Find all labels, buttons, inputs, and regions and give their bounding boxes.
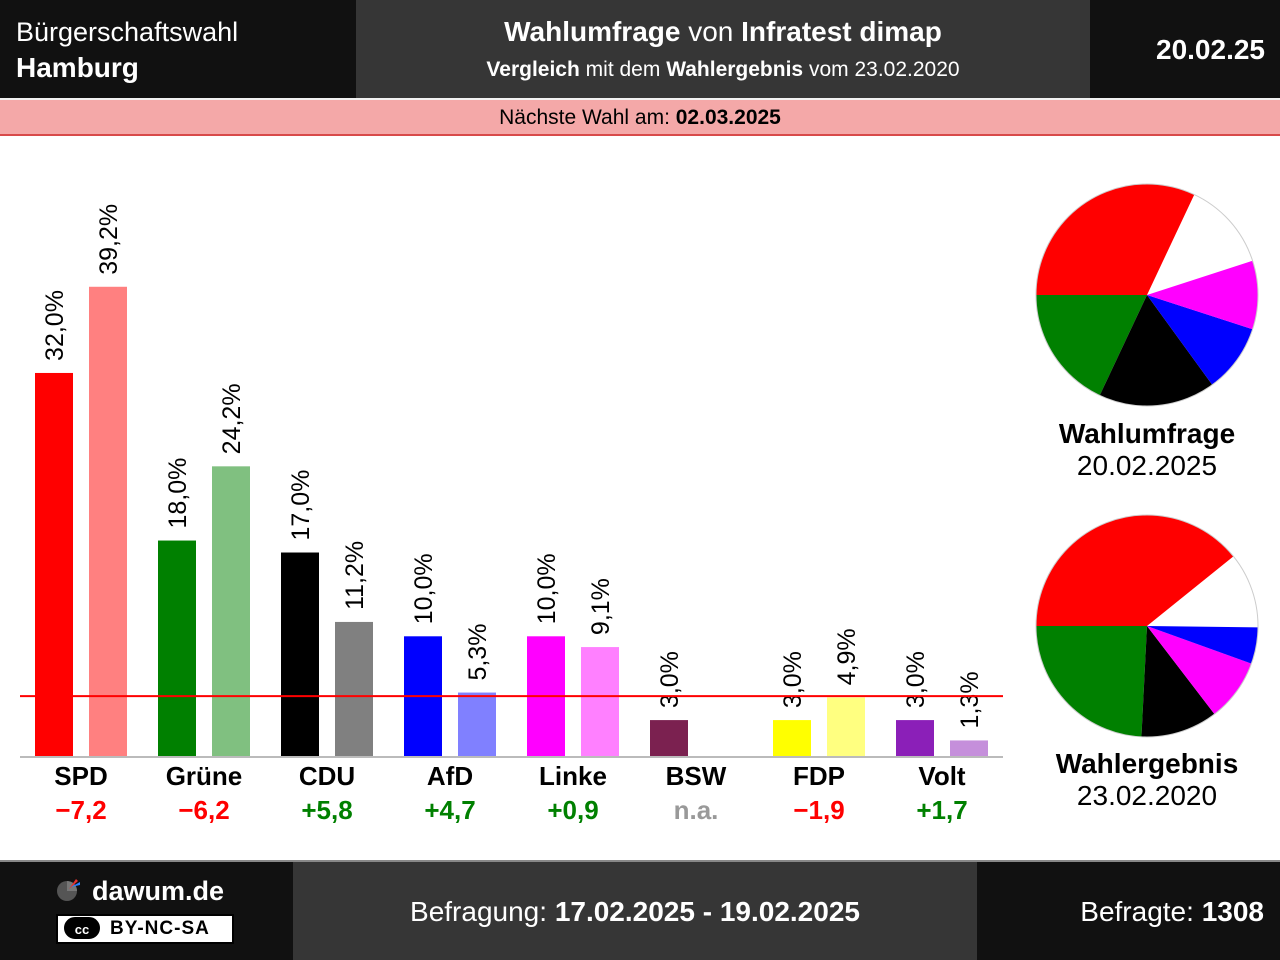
category-label: CDU <box>299 761 355 791</box>
difference-label: +0,9 <box>547 795 598 825</box>
poll-title: Wahlumfrage von Infratest dimap <box>356 16 1090 48</box>
header-right: 20.02.25 <box>1090 0 1280 98</box>
bar-bsw-0 <box>650 720 688 756</box>
pie-result-slice-linke <box>1147 626 1252 715</box>
bar-value-label: 18,0% <box>164 458 192 529</box>
bar-grüne-0 <box>158 540 196 756</box>
bar-value-label: 3,0% <box>902 651 930 708</box>
dawum-logo-icon <box>57 879 80 901</box>
header-middle: Wahlumfrage von Infratest dimap Vergleic… <box>356 0 1090 98</box>
survey-period: Befragung: 17.02.2025 - 19.02.2025 <box>293 896 977 928</box>
respondents: Befragte: 1308 <box>1080 896 1264 928</box>
pie-poll-title: Wahlumfrage <box>1058 418 1236 449</box>
bar-value-label: 32,0% <box>41 290 69 361</box>
respondents-count: 1308 <box>1201 896 1264 927</box>
pie-poll-date: 20.02.2025 <box>1076 450 1218 481</box>
brand-name[interactable]: dawum.de <box>92 876 225 906</box>
pie-poll-slice-linke <box>1147 260 1259 330</box>
category-label: AfD <box>427 761 473 791</box>
difference-label: +5,8 <box>301 795 352 825</box>
difference-label: −7,2 <box>55 795 106 825</box>
header-left: Bürgerschaftswahl Hamburg <box>0 0 356 98</box>
bar-cdu-1 <box>335 621 373 756</box>
pie-result-slice-spd <box>1036 515 1234 626</box>
license-text: BY-NC-SA <box>110 918 210 939</box>
footer-right: Befragte: 1308 <box>977 860 1280 960</box>
difference-label: +4,7 <box>424 795 475 825</box>
bar-value-label: 11,2% <box>341 541 369 610</box>
bar-value-label: 3,0% <box>779 651 807 708</box>
pie-poll-slice-cdu <box>1099 295 1213 406</box>
bar-volt-1 <box>950 740 988 756</box>
respondents-label: Befragte: <box>1080 896 1194 927</box>
difference-label: n.a. <box>674 795 719 825</box>
bar-cdu-0 <box>281 552 319 756</box>
pie-group <box>1035 183 1259 738</box>
compare-mid: mit dem <box>585 58 661 81</box>
survey-label: Befragung: <box>410 896 548 927</box>
bar-volt-0 <box>896 720 934 756</box>
bar-value-label: 10,0% <box>533 553 561 624</box>
bar-grüne-1 <box>212 466 250 756</box>
bar-value-label: 3,0% <box>656 651 684 708</box>
category-label: FDP <box>793 761 845 791</box>
election-title: Bürgerschaftswahl <box>16 17 239 47</box>
von-word: von <box>688 16 734 47</box>
pie-poll-slice-afd <box>1147 295 1253 385</box>
next-election-date: 02.03.2025 <box>675 106 781 129</box>
pie-result-slice-cdu <box>1141 626 1215 737</box>
pie-poll-caption: Wahlumfrage 20.02.2025 <box>1040 418 1254 482</box>
pie-result-title: Wahlergebnis <box>1055 748 1239 779</box>
compare-word: Vergleich <box>486 58 580 81</box>
poll-date: 20.02.25 <box>1156 34 1265 65</box>
bar-value-label: 1,3% <box>956 671 984 728</box>
bar-linke-1 <box>581 647 619 756</box>
difference-label: −6,2 <box>178 795 229 825</box>
footer-left: dawum.de cc BY-NC-SA <box>0 860 293 960</box>
difference-label: −1,9 <box>793 795 844 825</box>
bar-spd-1 <box>89 286 127 756</box>
pie-poll-slice-spd <box>1036 184 1195 295</box>
region-title: Hamburg <box>16 52 139 83</box>
bar-value-label: 39,2% <box>95 204 123 275</box>
cc-icon: cc <box>64 917 100 939</box>
next-election-bar: Nächste Wahl am: 02.03.2025 <box>0 98 1280 136</box>
bar-group: 32,0% 39,2% SPD −7,2 18,0% 24,2% Grüne −6,2 17,0… <box>20 204 1003 825</box>
pie-result-date: 23.02.2020 <box>1076 780 1218 811</box>
license-badge[interactable]: cc BY-NC-SA <box>56 914 234 944</box>
pie-result-slice-afd <box>1147 626 1258 664</box>
bar-value-label: 9,1% <box>587 578 615 635</box>
category-label: Linke <box>539 761 607 791</box>
bar-value-label: 10,0% <box>410 553 438 624</box>
bar-spd-0 <box>35 372 73 756</box>
category-label: Volt <box>918 761 966 791</box>
next-election-label: Nächste Wahl am: <box>499 106 670 129</box>
difference-label: +1,7 <box>916 795 967 825</box>
footer-middle: Befragung: 17.02.2025 - 19.02.2025 <box>293 860 977 960</box>
comparison-subtitle: Vergleich mit dem Wahlergebnis vom 23.02… <box>356 58 1090 82</box>
pie-result-outline <box>1035 514 1259 738</box>
survey-range: 17.02.2025 - 19.02.2025 <box>554 896 860 927</box>
pie-poll-outline <box>1035 183 1259 407</box>
institute-name: Infratest dimap <box>741 16 942 47</box>
bar-fdp-1 <box>827 697 865 756</box>
category-label: Grüne <box>166 761 243 791</box>
pie-result-slice-grüne <box>1036 626 1147 737</box>
category-label: SPD <box>54 761 107 791</box>
bar-value-label: 4,9% <box>833 628 861 685</box>
bar-afd-1 <box>458 692 496 756</box>
bar-value-label: 5,3% <box>464 624 492 681</box>
chart-area: 32,0% 39,2% SPD −7,2 18,0% 24,2% Grüne −6,2 17,0… <box>20 183 1259 825</box>
compare-date: vom 23.02.2020 <box>808 58 960 81</box>
category-label: BSW <box>666 761 727 791</box>
bar-fdp-0 <box>773 720 811 756</box>
bar-value-label: 17,0% <box>287 470 315 541</box>
pie-poll-slice-grüne <box>1036 295 1147 396</box>
poll-word: Wahlumfrage <box>504 16 681 47</box>
bar-value-label: 24,2% <box>218 383 246 454</box>
pie-result-caption: Wahlergebnis 23.02.2020 <box>1040 748 1254 812</box>
compare-result: Wahlergebnis <box>666 58 804 81</box>
